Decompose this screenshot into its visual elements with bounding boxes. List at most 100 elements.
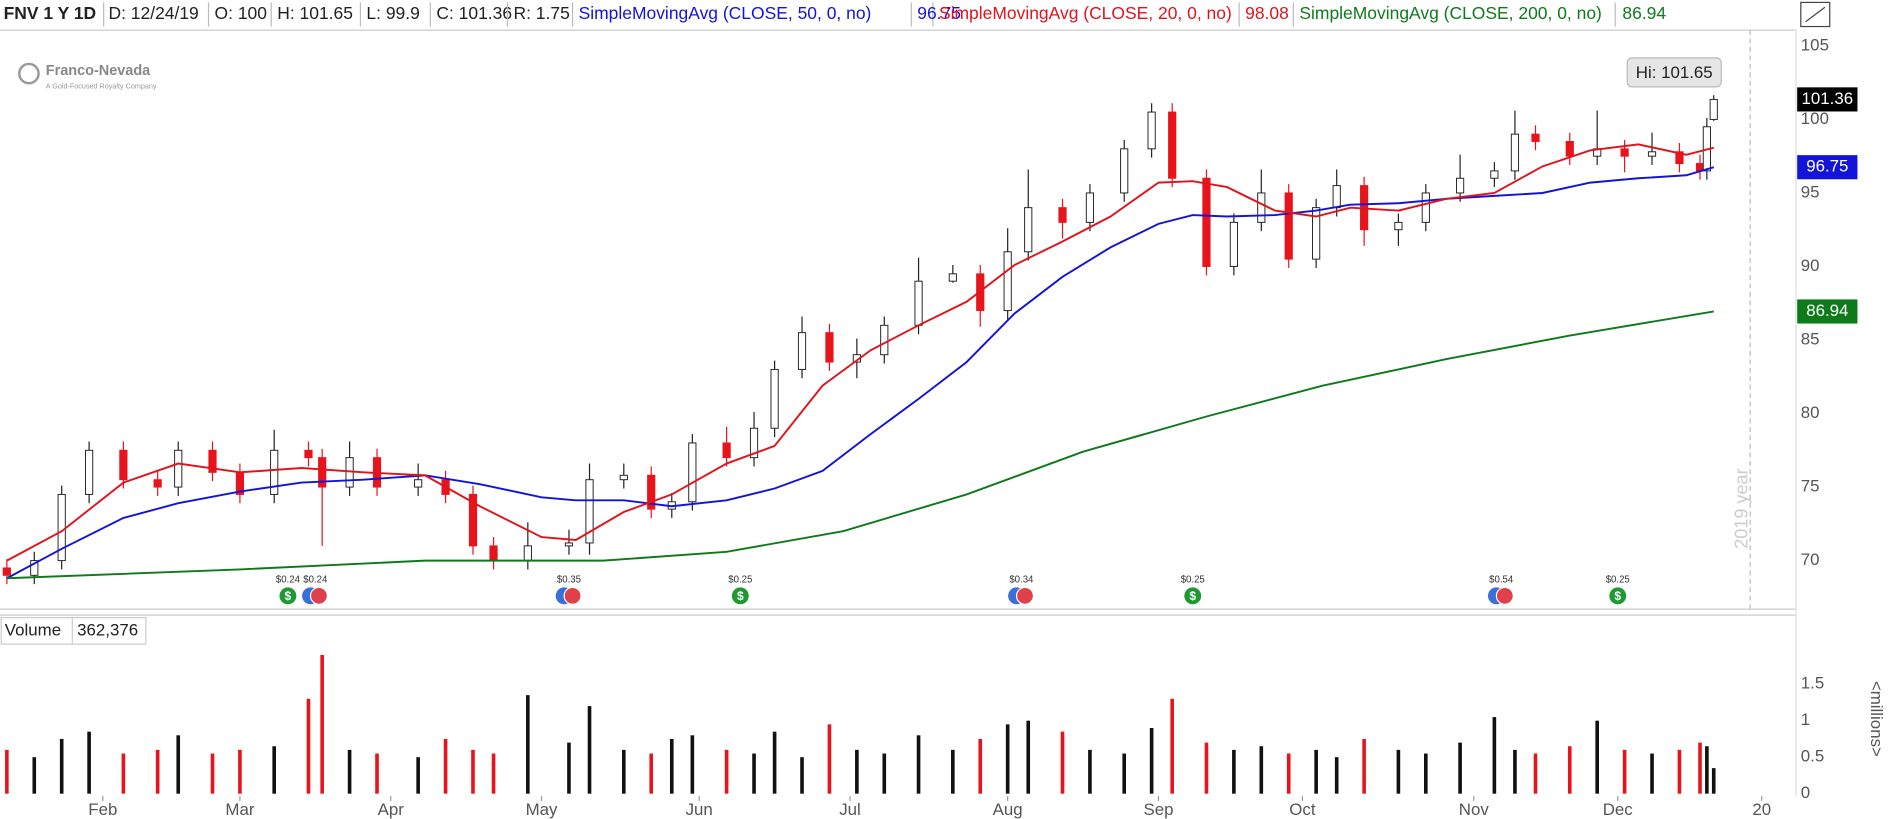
legend-value: 98.08 bbox=[1245, 3, 1289, 23]
legend-value: 96.75 bbox=[917, 3, 961, 23]
volume-bar bbox=[471, 749, 475, 794]
volume-bar bbox=[1204, 742, 1209, 794]
volume-bar bbox=[87, 731, 91, 794]
volume-value: 362,376 bbox=[77, 620, 138, 639]
volume-bar bbox=[587, 706, 592, 794]
candle-body bbox=[489, 545, 498, 562]
event-label: $0.54 bbox=[1489, 575, 1514, 586]
candle-body bbox=[749, 427, 759, 459]
volume-bar bbox=[669, 738, 674, 794]
volume-bar bbox=[306, 698, 311, 794]
candle-body bbox=[1421, 192, 1430, 223]
volume-bar bbox=[238, 749, 242, 794]
volume-bar bbox=[32, 757, 37, 794]
header-low: L: 99.9 bbox=[366, 3, 419, 23]
dividend-icon: $ bbox=[1189, 589, 1196, 603]
year-watermark: 2019 year bbox=[1732, 468, 1752, 548]
event-label: $0.25 bbox=[1181, 575, 1205, 586]
x-tick-label: Mar bbox=[225, 800, 254, 819]
dividend-icon: $ bbox=[737, 589, 744, 603]
volume-bar bbox=[1622, 749, 1627, 794]
candle-body bbox=[414, 479, 423, 488]
legend-label: SimpleMovingAvg (CLOSE, 200, 0, no) bbox=[1299, 3, 1602, 23]
volume-bar bbox=[649, 753, 654, 794]
volume-bar bbox=[1396, 749, 1401, 794]
volume-bar bbox=[155, 749, 160, 794]
volume-bar bbox=[1060, 731, 1065, 794]
dividend-marker bbox=[731, 587, 749, 605]
volume-bar bbox=[752, 753, 756, 794]
candle-body bbox=[1024, 207, 1033, 253]
y-tick-label: 90 bbox=[1801, 256, 1820, 275]
candle-body bbox=[722, 442, 731, 459]
volume-bar bbox=[121, 753, 126, 794]
candle-body bbox=[914, 280, 923, 326]
volume-bar bbox=[1698, 742, 1702, 794]
candle-body bbox=[1490, 170, 1499, 179]
y-tick-label: 85 bbox=[1801, 329, 1820, 348]
volume-bar bbox=[827, 724, 832, 794]
volume-bar bbox=[1005, 724, 1010, 794]
candle-body bbox=[1394, 221, 1403, 231]
volume-bar bbox=[320, 655, 324, 794]
volume-bar bbox=[272, 746, 277, 794]
volume-bar bbox=[690, 735, 695, 794]
y-tick-label: 0 bbox=[1801, 783, 1810, 802]
candle-body bbox=[153, 479, 162, 488]
legend-label: SimpleMovingAvg (CLOSE, 20, 0, no) bbox=[939, 3, 1232, 23]
volume-bar bbox=[416, 757, 420, 794]
volume-bar bbox=[1314, 749, 1318, 794]
candle-body bbox=[825, 332, 834, 363]
price-badge: 101.36 bbox=[1802, 89, 1854, 108]
moving-average-line bbox=[6, 143, 1715, 562]
x-tick-label: Jun bbox=[686, 800, 713, 819]
sma-badge: 96.75 bbox=[1806, 157, 1848, 176]
candle-body bbox=[1709, 98, 1718, 120]
candle-body bbox=[1455, 177, 1465, 194]
candle-body bbox=[1510, 133, 1520, 172]
candle-body bbox=[523, 545, 532, 562]
volume-bar bbox=[1533, 753, 1538, 794]
earnings-marker-2 bbox=[1495, 586, 1514, 605]
candle-body bbox=[880, 324, 889, 356]
candle-body bbox=[619, 474, 628, 481]
candle-body bbox=[1647, 151, 1657, 157]
volume-bar bbox=[1567, 746, 1572, 794]
dividend-marker bbox=[1609, 587, 1627, 605]
volume-title: Volume bbox=[5, 620, 61, 639]
volume-bar bbox=[375, 753, 379, 794]
volume-bar bbox=[800, 757, 804, 794]
volume-bar bbox=[1122, 753, 1127, 794]
candle-body bbox=[174, 449, 183, 488]
volume-axis-label: <millions> bbox=[1867, 681, 1886, 757]
y-tick-label: 95 bbox=[1801, 182, 1820, 201]
draw-icon[interactable] bbox=[1800, 1, 1831, 28]
y-tick-label: 75 bbox=[1801, 477, 1820, 496]
logo-name: Franco-Nevada bbox=[46, 63, 151, 79]
volume-bar bbox=[1711, 768, 1716, 794]
volume-bar bbox=[1334, 757, 1339, 794]
sma-badge: 86.94 bbox=[1806, 301, 1848, 320]
hi-callout bbox=[1626, 57, 1722, 88]
candle-body bbox=[1058, 207, 1067, 223]
volume-bar bbox=[5, 749, 9, 794]
candle-body bbox=[1168, 111, 1177, 179]
logo-tagline: A Gold-Focused Royalty Company bbox=[46, 82, 157, 91]
candle-body bbox=[770, 368, 779, 429]
symbol: FNV 1 Y 1D bbox=[4, 3, 97, 23]
volume-bar bbox=[1650, 753, 1654, 794]
draw-icon-line bbox=[1805, 6, 1826, 23]
earnings-marker-2 bbox=[563, 586, 582, 605]
volume-bar bbox=[1595, 720, 1599, 794]
volume-bar bbox=[1424, 753, 1428, 794]
candle-body bbox=[1620, 148, 1629, 157]
candle-body bbox=[564, 542, 574, 547]
candle-body bbox=[1675, 151, 1684, 165]
volume-bar bbox=[1492, 717, 1497, 794]
volume-bar bbox=[1170, 698, 1174, 794]
volume-bar bbox=[1362, 738, 1366, 794]
dividend-marker bbox=[1184, 587, 1202, 605]
volume-bar bbox=[1705, 746, 1709, 794]
volume-bar bbox=[443, 738, 448, 794]
